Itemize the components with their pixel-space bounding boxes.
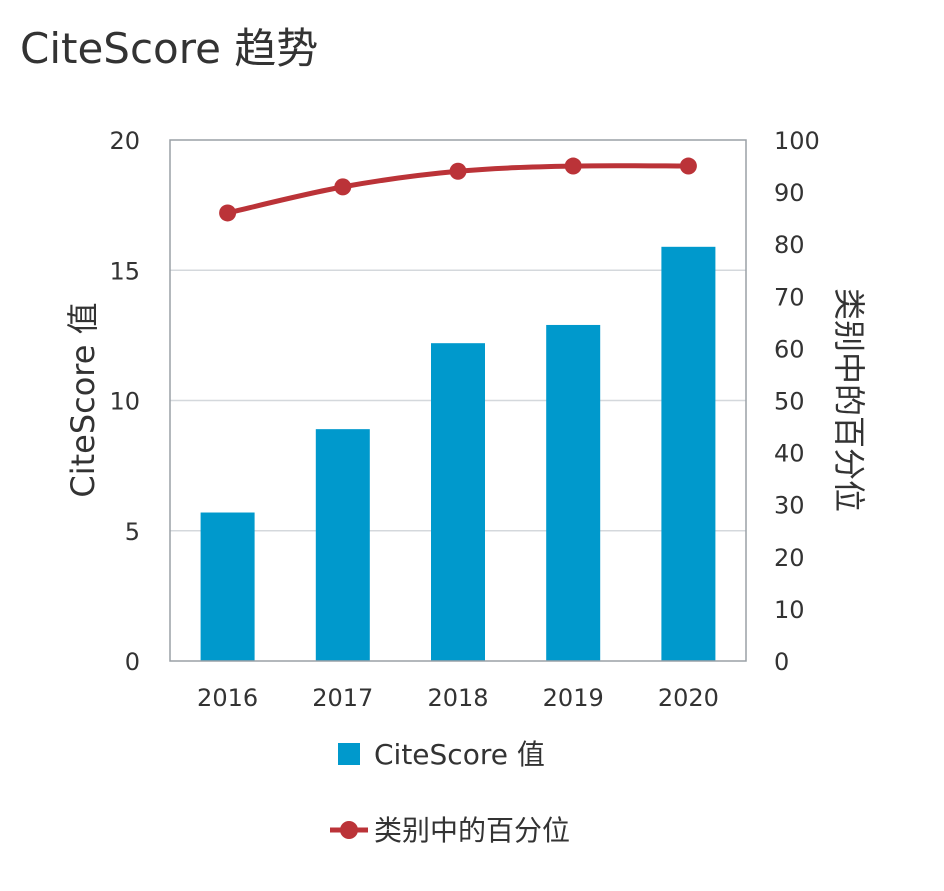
right-axis-ticks: 0 10 20 30 40 50 60 70 80 90 100 bbox=[774, 127, 820, 676]
right-tick-label: 20 bbox=[774, 544, 805, 572]
x-tick-label: 2016 bbox=[197, 684, 258, 712]
percentile-point bbox=[449, 162, 467, 180]
legend-swatch-bar bbox=[338, 743, 360, 765]
citescore-bar bbox=[200, 512, 255, 661]
percentile-point bbox=[334, 178, 352, 196]
legend-swatch-marker bbox=[340, 821, 358, 839]
citescore-bar bbox=[661, 246, 716, 661]
x-tick-label: 2019 bbox=[543, 684, 604, 712]
percentile-point bbox=[564, 157, 582, 175]
x-tick-label: 2020 bbox=[658, 684, 719, 712]
right-tick-label: 40 bbox=[774, 440, 805, 468]
plot-area-frame bbox=[169, 139, 747, 662]
right-tick-label: 80 bbox=[774, 231, 805, 259]
percentile-point bbox=[219, 204, 237, 222]
bars bbox=[200, 246, 716, 661]
right-tick-label: 0 bbox=[774, 648, 789, 676]
left-tick-label: 0 bbox=[125, 648, 140, 676]
left-tick-label: 5 bbox=[125, 518, 140, 546]
x-tick-label: 2018 bbox=[427, 684, 488, 712]
percentile-point bbox=[679, 157, 697, 175]
x-axis-ticks: 2016 2017 2018 2019 2020 bbox=[197, 684, 719, 712]
right-axis-title: 类别中的百分位 bbox=[830, 288, 868, 512]
citescore-bar bbox=[546, 324, 601, 661]
right-tick-label: 60 bbox=[774, 335, 805, 363]
left-tick-label: 15 bbox=[109, 257, 140, 285]
citescore-bar bbox=[431, 343, 485, 661]
legend-label-citescore: CiteScore 值 bbox=[374, 738, 545, 771]
x-tick-label: 2017 bbox=[312, 684, 373, 712]
legend-label-percentile: 类别中的百分位 bbox=[374, 814, 570, 847]
page-title: CiteScore 趋势 bbox=[20, 24, 319, 73]
right-tick-label: 50 bbox=[774, 388, 805, 416]
percentile-line bbox=[219, 157, 697, 222]
left-tick-label: 20 bbox=[109, 127, 140, 155]
right-tick-label: 30 bbox=[774, 492, 805, 520]
right-tick-label: 90 bbox=[774, 179, 805, 207]
right-tick-label: 100 bbox=[774, 127, 820, 155]
right-tick-label: 10 bbox=[774, 596, 805, 624]
left-tick-label: 10 bbox=[109, 388, 140, 416]
left-axis-title: CiteScore 值 bbox=[64, 302, 102, 497]
right-tick-label: 70 bbox=[774, 283, 805, 311]
left-axis-ticks: 0 5 10 15 20 bbox=[109, 127, 140, 676]
citescore-bar bbox=[315, 429, 370, 661]
